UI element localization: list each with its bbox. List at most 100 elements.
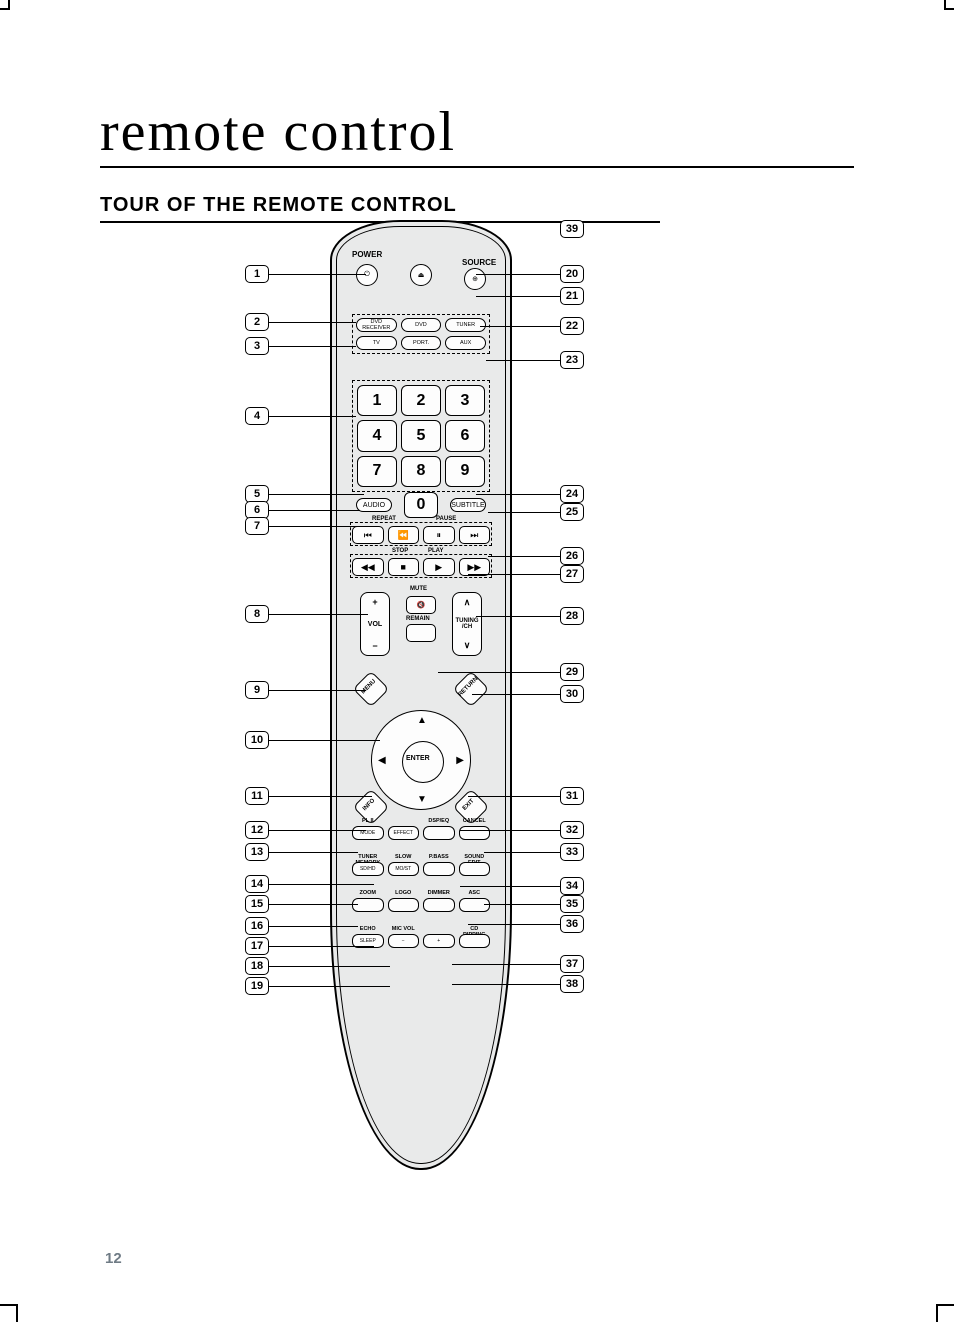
dpad-left-icon: ◀	[378, 755, 386, 766]
page-title: remote control	[100, 100, 854, 168]
callout-box-left-4: 4	[245, 407, 269, 425]
grid-button: MODE	[352, 826, 384, 840]
callout-line	[269, 614, 368, 615]
grid-button	[352, 898, 384, 912]
dpad-right-icon: ▶	[456, 755, 464, 766]
callout-line	[476, 296, 560, 297]
grid-button	[459, 898, 491, 912]
callout-line	[269, 690, 366, 691]
callout-line	[269, 274, 366, 275]
callout-line	[468, 924, 560, 925]
callout-box-left-2: 2	[245, 313, 269, 331]
callout-box-left-9: 9	[245, 681, 269, 699]
mode-row-2: TV PORT.AUX	[356, 336, 486, 350]
callout-box-right-23: 23	[560, 351, 584, 369]
source-icon: ⊕	[472, 275, 478, 283]
callout-box-left-13: 13	[245, 843, 269, 861]
callout-box-right-24: 24	[560, 485, 584, 503]
callout-line	[480, 326, 560, 327]
mute-label: MUTE	[410, 586, 427, 592]
callout-box-right-21: 21	[560, 287, 584, 305]
source-label: SOURCE	[462, 258, 496, 267]
power-icon: ⏻	[364, 271, 370, 279]
remote-diagram: POWER SOURCE ⏻ ⏏ ⊕ DVD RECEIVERDVDTUNER …	[100, 220, 720, 1200]
grid-label: PL II	[352, 818, 384, 824]
grid-button: MO/ST	[388, 862, 420, 876]
callout-line	[269, 494, 364, 495]
enter-label: ENTER	[406, 755, 430, 762]
callout-line	[488, 556, 560, 557]
callout-box-left-8: 8	[245, 605, 269, 623]
crop-mark-bl	[0, 1304, 18, 1322]
crop-mark-br	[936, 1304, 954, 1322]
grid-label: DSP/EQ	[423, 818, 455, 824]
callout-line	[468, 796, 560, 797]
callout-line	[460, 830, 560, 831]
callout-box-right-31: 31	[560, 787, 584, 805]
callout-line	[476, 274, 560, 275]
callout-line	[269, 986, 390, 987]
callout-box-right-39: 39	[560, 220, 584, 238]
mode-button: DVD	[401, 318, 442, 332]
callout-line	[460, 886, 560, 887]
callout-line	[468, 574, 560, 575]
number-button-7: 7	[357, 456, 397, 487]
tuning-rocker: ∧ TUNING /CH ∨	[452, 592, 482, 656]
callout-line	[269, 852, 358, 853]
callout-line	[269, 510, 360, 511]
callout-line	[269, 884, 374, 885]
grid-label: ZOOM	[352, 890, 384, 896]
callout-line	[438, 672, 560, 673]
grid-button	[423, 862, 455, 876]
page-subtitle: TOUR OF THE REMOTE CONTROL	[100, 194, 660, 223]
tuning-label: TUNING /CH	[453, 618, 481, 630]
number-button-1: 1	[357, 385, 397, 416]
mode-button: TV	[356, 336, 397, 350]
transport-button: ⏮	[352, 526, 384, 544]
subtitle-button: SUBTITLE	[450, 498, 486, 512]
grid-button	[388, 898, 420, 912]
mode-button: AUX	[445, 336, 486, 350]
dpad-down-icon: ▼	[417, 794, 427, 805]
number-button-5: 5	[401, 420, 441, 451]
callout-line	[269, 322, 356, 323]
callout-line	[269, 926, 358, 927]
callout-line	[452, 984, 560, 985]
zero-button: 0	[404, 492, 438, 518]
callout-line	[484, 852, 560, 853]
grid-label: ASC	[459, 890, 491, 896]
callout-line	[486, 360, 560, 361]
callout-box-right-26: 26	[560, 547, 584, 565]
transport-button: ■	[388, 558, 420, 576]
page-number: 12	[105, 1250, 122, 1267]
transport-button: ⏪	[388, 526, 420, 544]
dpad-up-icon: ▲	[417, 715, 427, 726]
number-button-2: 2	[401, 385, 441, 416]
callout-box-right-37: 37	[560, 955, 584, 973]
callout-box-left-18: 18	[245, 957, 269, 975]
callout-line	[269, 526, 360, 527]
transport-button: ▶	[423, 558, 455, 576]
callout-box-left-16: 16	[245, 917, 269, 935]
callout-line	[484, 904, 560, 905]
callout-box-right-38: 38	[560, 975, 584, 993]
number-button-9: 9	[445, 456, 485, 487]
callout-line	[476, 494, 560, 495]
source-button: ⊕	[464, 268, 486, 290]
audio-button: AUDIO	[356, 498, 392, 512]
callout-box-left-17: 17	[245, 937, 269, 955]
power-label: POWER	[352, 250, 382, 259]
callout-line	[269, 740, 380, 741]
callout-line	[269, 346, 356, 347]
callout-box-right-34: 34	[560, 877, 584, 895]
crop-mark-tr	[944, 0, 954, 10]
callout-box-left-15: 15	[245, 895, 269, 913]
grid-button: −	[388, 934, 420, 948]
vol-minus-icon: −	[372, 641, 377, 651]
eject-button: ⏏	[410, 264, 432, 286]
callout-box-left-10: 10	[245, 731, 269, 749]
eject-icon: ⏏	[418, 271, 425, 279]
callout-box-right-35: 35	[560, 895, 584, 913]
mode-button: PORT.	[401, 336, 442, 350]
callout-line	[269, 904, 358, 905]
